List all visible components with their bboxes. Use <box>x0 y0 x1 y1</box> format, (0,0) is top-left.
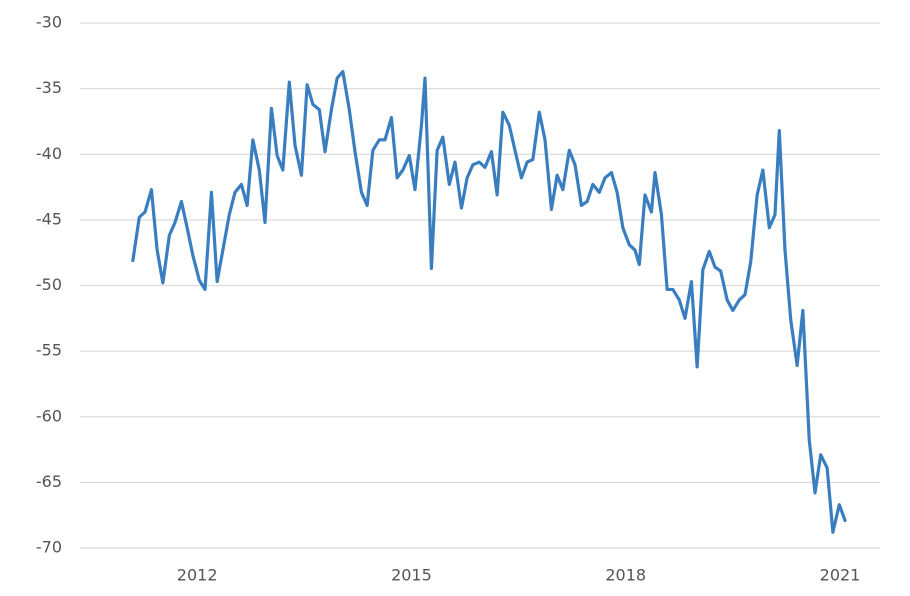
y-tick-label: -30 <box>36 13 62 32</box>
y-tick-label: -65 <box>36 472 62 491</box>
x-tick-label: 2021 <box>820 566 861 585</box>
data-line <box>131 69 847 534</box>
y-tick-label: -40 <box>36 144 62 163</box>
y-tick-label: -60 <box>36 406 62 425</box>
y-tick-label: -70 <box>36 538 62 557</box>
x-tick-label: 2012 <box>177 566 218 585</box>
y-tick-label: -50 <box>36 275 62 294</box>
y-tick-label: -45 <box>36 209 62 228</box>
y-tick-label: -55 <box>36 341 62 360</box>
y-tick-label: -35 <box>36 78 62 97</box>
x-tick-label: 2015 <box>391 566 432 585</box>
x-tick-label: 2018 <box>605 566 646 585</box>
